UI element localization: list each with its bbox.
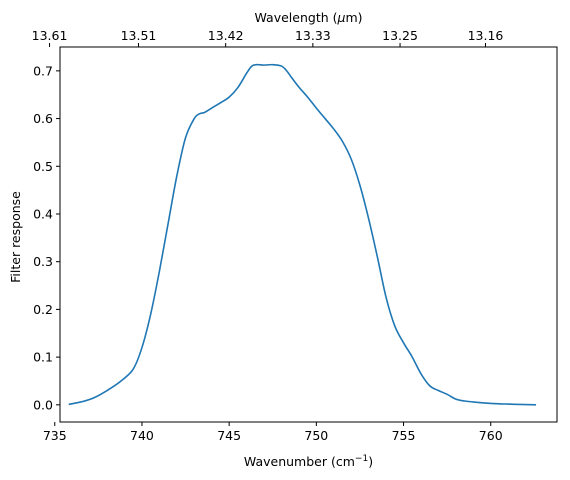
y-tick-label: 0.6 bbox=[33, 111, 53, 126]
top-x-axis: 13.61 13.51 13.42 13.33 13.25 13.16 bbox=[32, 28, 504, 47]
top-tick-label: 13.33 bbox=[295, 28, 331, 43]
x-tick-label: 735 bbox=[43, 428, 67, 443]
y-tick-label: 0.5 bbox=[33, 159, 53, 174]
plot-frame bbox=[59, 46, 558, 423]
top-tick-label: 13.42 bbox=[208, 28, 244, 43]
top-tick-label: 13.16 bbox=[468, 28, 504, 43]
y-axis-label: Filter response bbox=[8, 191, 23, 283]
top-tick-label: 13.51 bbox=[121, 28, 157, 43]
y-tick-label: 0.7 bbox=[33, 63, 53, 78]
y-tick-label: 0.2 bbox=[33, 302, 53, 317]
left-y-axis: 0.0 0.1 0.2 0.3 0.4 0.5 0.6 0.7 bbox=[33, 63, 60, 412]
x-tick-label: 755 bbox=[392, 428, 416, 443]
y-tick-label: 0.3 bbox=[33, 254, 53, 269]
x-axis-label: Wavenumber (cm−1) bbox=[244, 454, 373, 469]
y-tick-label: 0.0 bbox=[33, 397, 53, 412]
top-axis-label: Wavelength (μm) bbox=[254, 10, 362, 25]
x-tick-label: 740 bbox=[130, 428, 154, 443]
y-tick-label: 0.1 bbox=[33, 350, 53, 365]
top-tick-label: 13.61 bbox=[32, 28, 68, 43]
y-tick-label: 0.4 bbox=[33, 206, 53, 221]
x-tick-label: 745 bbox=[217, 428, 241, 443]
series-line-filter-response bbox=[68, 63, 537, 406]
x-tick-label: 760 bbox=[479, 428, 503, 443]
x-tick-label: 750 bbox=[304, 428, 328, 443]
top-tick-label: 13.25 bbox=[382, 28, 418, 43]
bottom-x-axis: 735 740 745 750 755 760 bbox=[43, 422, 503, 443]
